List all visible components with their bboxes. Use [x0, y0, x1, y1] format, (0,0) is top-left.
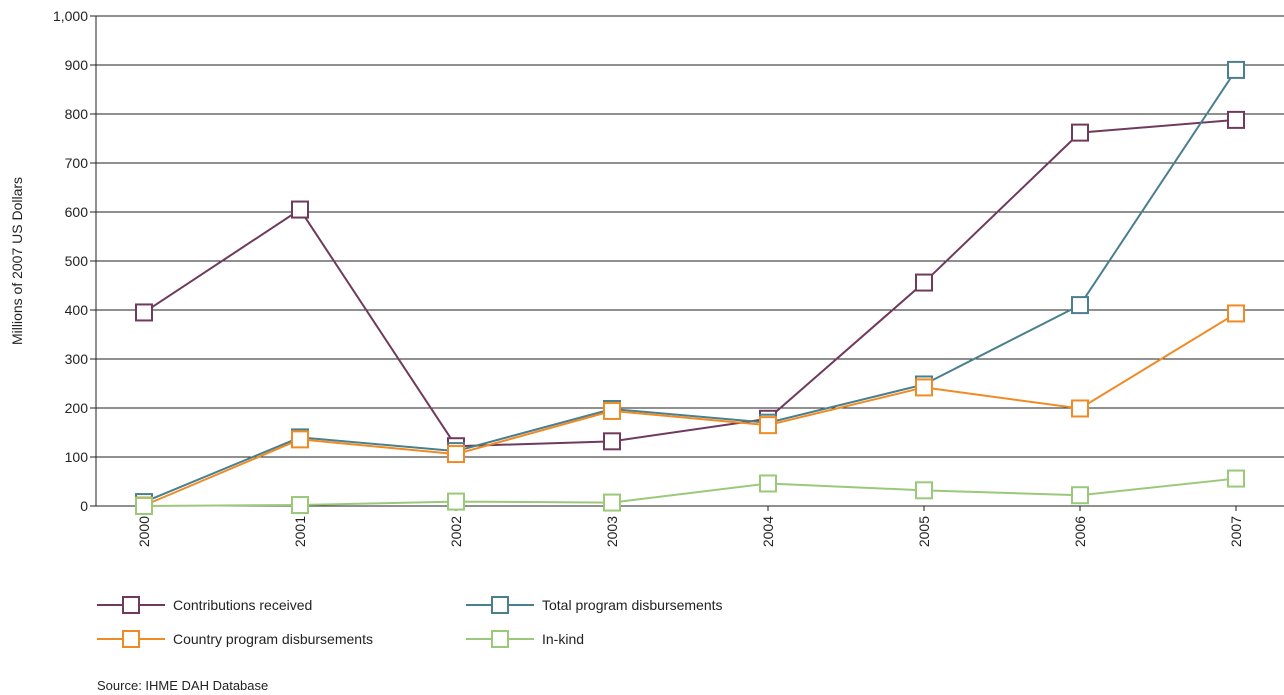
- y-tick-label: 200: [65, 400, 89, 416]
- data-point: [1071, 486, 1089, 505]
- x-tick-label: 2007: [1228, 516, 1244, 547]
- x-tick-label: 2005: [916, 516, 932, 547]
- legend-label: Total program disbursements: [542, 597, 723, 613]
- legend-item: Country program disbursements: [97, 630, 373, 648]
- data-point: [291, 200, 309, 219]
- y-tick-label: 900: [65, 57, 89, 73]
- x-tick-label: 2003: [604, 516, 620, 547]
- y-tick-label: 800: [65, 106, 89, 122]
- x-tick-label: 2006: [1072, 516, 1088, 547]
- data-point: [759, 474, 777, 493]
- data-point: [1071, 296, 1089, 315]
- y-tick-label: 400: [65, 302, 89, 318]
- legend-marker: [122, 596, 140, 614]
- legend-label: Contributions received: [173, 597, 312, 613]
- y-tick-label: 500: [65, 253, 89, 269]
- data-point: [1227, 469, 1245, 488]
- data-point: [603, 401, 621, 420]
- y-tick-label: 300: [65, 351, 89, 367]
- gridlines: [90, 15, 1284, 507]
- legend-label: Country program disbursements: [173, 631, 373, 647]
- series-line: [143, 477, 1237, 507]
- x-tick-label: 2004: [760, 516, 776, 547]
- data-point: [915, 481, 933, 500]
- series-lines: [135, 60, 1245, 515]
- series-line: [143, 312, 1237, 507]
- data-point: [603, 432, 621, 451]
- legend-marker: [122, 630, 140, 648]
- x-tick-label: 2000: [136, 516, 152, 547]
- data-point: [135, 497, 153, 515]
- series-line: [143, 118, 1237, 448]
- data-point: [759, 416, 777, 435]
- data-point: [1227, 60, 1245, 79]
- data-point: [915, 378, 933, 397]
- y-axis-title: Millions of 2007 US Dollars: [9, 177, 25, 345]
- legend-marker: [491, 596, 509, 614]
- series-country-program-disbursements: [135, 304, 1245, 515]
- data-point: [135, 303, 153, 322]
- data-point: [1227, 304, 1245, 323]
- legend-marker: [491, 630, 509, 648]
- data-point: [1227, 110, 1245, 129]
- data-point: [291, 430, 309, 449]
- source-note: Source: IHME DAH Database: [97, 678, 268, 693]
- data-point: [1071, 123, 1089, 142]
- data-point: [1071, 399, 1089, 418]
- legend-item: In-kind: [466, 630, 584, 648]
- y-axis-ticks: 0 100 200 300 400 500 600 700 800 900 1,000: [53, 8, 88, 514]
- series-in-kind: [135, 469, 1245, 515]
- legend-item: Contributions received: [97, 596, 312, 614]
- data-point: [291, 496, 309, 515]
- y-tick-label: 0: [80, 498, 88, 514]
- data-point: [603, 493, 621, 512]
- legend: Contributions received Total program disb…: [97, 596, 723, 648]
- x-tick-label: 2002: [448, 516, 464, 547]
- legend-label: In-kind: [542, 631, 584, 647]
- legend-item: Total program disbursements: [466, 596, 723, 614]
- y-tick-label: 700: [65, 155, 89, 171]
- series-line: [143, 69, 1237, 504]
- x-axis-ticks: 2000 2001 2002 2003 2004 2005 2006 2007: [136, 506, 1244, 547]
- data-point: [447, 445, 465, 464]
- x-tick-label: 2001: [292, 516, 308, 547]
- data-point: [915, 273, 933, 292]
- y-tick-label: 1,000: [53, 8, 88, 24]
- data-point: [447, 492, 465, 511]
- y-tick-label: 100: [65, 449, 89, 465]
- y-tick-label: 600: [65, 204, 89, 220]
